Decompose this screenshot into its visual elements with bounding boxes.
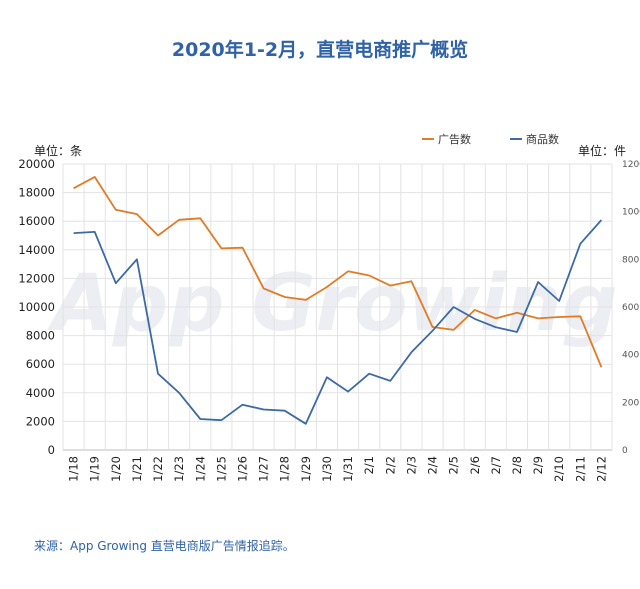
x-tick-label: 2/12 xyxy=(594,456,608,482)
right-axis-unit: 单位：件 xyxy=(578,143,626,158)
left-tick-label: 2000 xyxy=(26,414,55,428)
x-tick-label: 2/1 xyxy=(362,456,376,475)
right-axis-ticks: 0 200 400 600 800 1000 1200 xyxy=(622,160,640,456)
left-tick-label: 0 xyxy=(48,443,55,457)
x-tick-label: 1/28 xyxy=(278,456,292,482)
series-lines xyxy=(73,175,603,425)
x-tick-label: 1/31 xyxy=(341,456,355,482)
left-tick-label: 16000 xyxy=(18,214,55,228)
left-tick-label: 12000 xyxy=(18,271,55,285)
left-axis-unit: 单位：条 xyxy=(34,143,82,158)
right-tick-label: 800 xyxy=(622,255,639,265)
right-tick-label: 1000 xyxy=(622,208,640,218)
x-tick-label: 1/18 xyxy=(67,456,81,482)
x-tick-label: 2/5 xyxy=(447,456,461,475)
x-tick-label: 1/26 xyxy=(235,456,249,482)
source-note: 来源：App Growing 直营电商版广告情报追踪。 xyxy=(34,538,295,553)
x-tick-label: 1/19 xyxy=(88,456,102,482)
left-tick-label: 14000 xyxy=(18,243,55,257)
left-tick-label: 18000 xyxy=(18,186,55,200)
legend-label-products: 商品数 xyxy=(526,132,559,146)
x-tick-label: 2/10 xyxy=(552,456,566,482)
right-tick-label: 200 xyxy=(622,398,639,408)
right-tick-label: 1200 xyxy=(622,160,640,170)
legend-label-ads: 广告数 xyxy=(438,133,471,146)
watermark: App Growing xyxy=(46,259,617,349)
x-tick-label: 1/30 xyxy=(320,456,334,482)
x-tick-label: 1/20 xyxy=(109,456,123,482)
left-tick-label: 20000 xyxy=(18,157,55,171)
series-line-products xyxy=(73,219,603,425)
x-tick-label: 2/6 xyxy=(468,456,482,475)
x-tick-label: 2/2 xyxy=(383,456,397,475)
x-tick-label: 1/27 xyxy=(257,456,271,482)
x-tick-label: 1/25 xyxy=(214,456,228,482)
left-tick-label: 6000 xyxy=(26,357,55,371)
right-tick-label: 600 xyxy=(622,303,639,313)
x-tick-label: 1/22 xyxy=(151,456,165,482)
x-tick-label: 2/9 xyxy=(531,456,545,475)
x-tick-label: 1/21 xyxy=(130,456,144,482)
left-tick-label: 4000 xyxy=(26,386,55,400)
left-tick-label: 10000 xyxy=(18,300,55,314)
x-tick-label: 1/23 xyxy=(172,456,186,482)
right-tick-label: 0 xyxy=(622,446,628,456)
left-tick-label: 8000 xyxy=(26,329,55,343)
x-tick-label: 2/11 xyxy=(573,456,587,482)
legend: 广告数 商品数 xyxy=(422,132,559,146)
x-tick-label: 2/8 xyxy=(510,456,524,475)
x-axis-ticks: 1/18 1/19 1/20 1/21 1/22 1/23 1/24 1/25 1/26 1/27… xyxy=(67,456,609,482)
x-tick-label: 2/4 xyxy=(426,456,440,475)
x-tick-label: 1/29 xyxy=(299,456,313,482)
x-tick-label: 1/24 xyxy=(193,456,207,482)
right-tick-label: 400 xyxy=(622,351,639,361)
x-tick-label: 2/3 xyxy=(404,456,418,475)
series-line-ads xyxy=(73,175,603,368)
x-tick-label: 2/7 xyxy=(489,456,503,475)
grid xyxy=(62,163,613,451)
chart-title: 2020年1-2月，直营电商推广概览 xyxy=(172,38,468,61)
left-axis-ticks: 0 2000 4000 6000 8000 10000 12000 14000 16000 180… xyxy=(18,157,55,457)
